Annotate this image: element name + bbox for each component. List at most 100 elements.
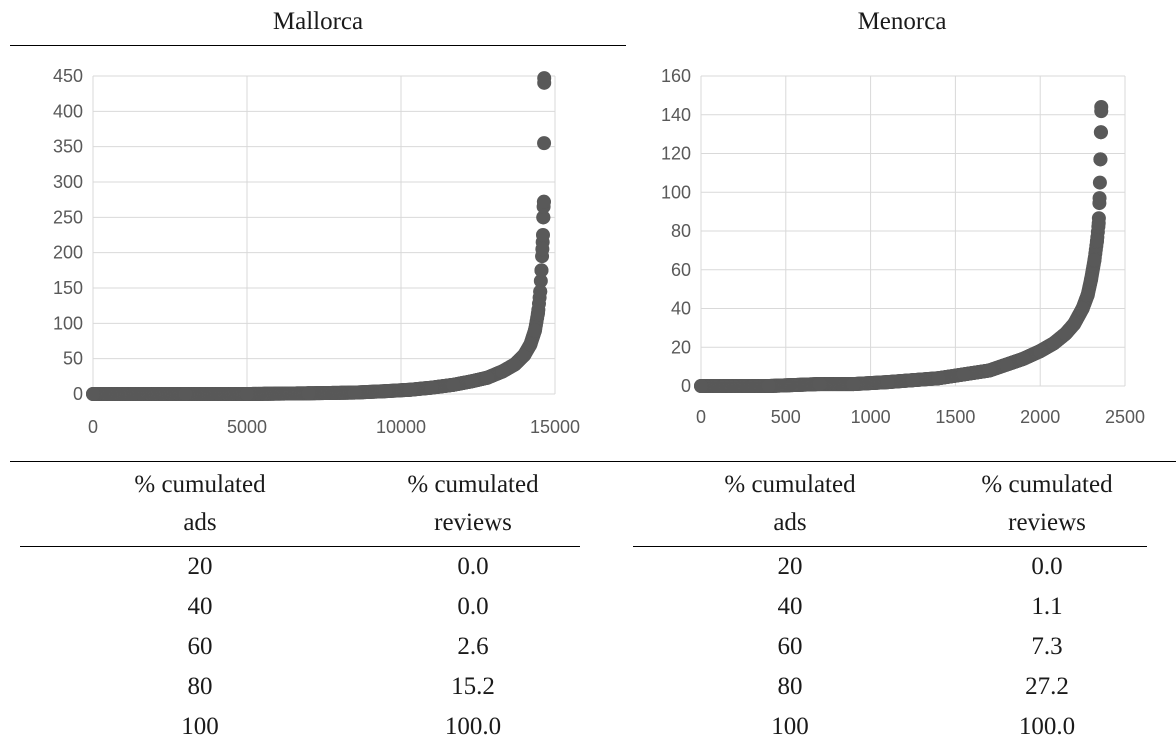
data-point xyxy=(1092,191,1107,206)
data-point xyxy=(523,337,538,352)
data-point xyxy=(527,323,542,338)
data-point xyxy=(761,379,776,393)
data-point xyxy=(240,387,254,401)
y-tick-label: 200 xyxy=(53,243,83,263)
table-cell: 100 xyxy=(181,713,219,740)
y-tick-label: 450 xyxy=(53,66,83,86)
x-tick-label: 0 xyxy=(88,417,98,437)
table-cell: 0.0 xyxy=(457,553,489,580)
data-point xyxy=(534,263,549,278)
y-tick-label: 100 xyxy=(661,182,691,202)
table-header: reviews xyxy=(434,509,512,536)
data-point xyxy=(1093,125,1108,140)
data-point xyxy=(178,387,193,401)
data-point xyxy=(378,384,393,399)
data-point xyxy=(1092,175,1107,190)
y-tick-label: 120 xyxy=(661,144,691,164)
x-tick-label: 500 xyxy=(771,407,801,427)
data-point xyxy=(1087,253,1102,268)
x-tick-label: 1000 xyxy=(851,407,891,427)
data-point xyxy=(1091,216,1106,231)
table-header: reviews xyxy=(1008,509,1086,536)
x-tick-label: 5000 xyxy=(227,417,267,437)
table-header: ads xyxy=(773,509,807,536)
title-rule-left xyxy=(10,45,626,46)
data-point xyxy=(1084,272,1099,287)
series-points xyxy=(86,71,552,401)
table-top-rule xyxy=(10,461,1176,462)
data-point xyxy=(537,75,552,90)
data-point xyxy=(535,242,550,257)
data-point xyxy=(1090,233,1105,248)
data-point xyxy=(694,379,708,393)
panel-title-mallorca: Mallorca xyxy=(272,8,364,35)
table-cell: 2.6 xyxy=(457,633,489,660)
data-point xyxy=(1033,344,1048,359)
table-cell: 100.0 xyxy=(444,713,502,740)
table-header: % cumulated xyxy=(134,471,266,498)
y-tick-label: 100 xyxy=(53,313,83,333)
y-tick-label: 400 xyxy=(53,101,83,121)
data-point xyxy=(464,374,479,389)
x-tick-label: 10000 xyxy=(376,417,426,437)
data-point xyxy=(535,228,550,242)
data-point xyxy=(347,385,362,400)
data-point xyxy=(86,387,100,401)
y-tick-label: 20 xyxy=(671,337,691,357)
data-point xyxy=(999,357,1014,372)
scatter-chart-menorca: 0 20 40 60 80 100 120 140 160 0 500 1000 1500 2000 250… xyxy=(661,66,1145,427)
y-tick-label: 0 xyxy=(681,376,691,396)
table-cell: 100 xyxy=(771,713,809,740)
x-tick-label: 2000 xyxy=(1020,407,1060,427)
table-cell: 100.0 xyxy=(1018,713,1076,740)
y-tick-label: 0 xyxy=(73,384,83,404)
data-point xyxy=(480,370,495,385)
data-point xyxy=(846,377,861,392)
data-point xyxy=(880,375,895,390)
table-header: % cumulated xyxy=(724,471,856,498)
table-cell: 27.2 xyxy=(1025,673,1069,700)
table-header: % cumulated xyxy=(981,471,1113,498)
data-point xyxy=(537,136,552,151)
x-tick-label: 15000 xyxy=(530,417,580,437)
data-point xyxy=(446,377,461,392)
y-tick-label: 40 xyxy=(671,299,691,319)
data-point xyxy=(956,367,971,382)
data-point xyxy=(403,382,418,397)
data-point xyxy=(507,357,522,372)
y-tick-label: 80 xyxy=(671,221,691,241)
table-cell: 40 xyxy=(187,593,213,620)
header-rule-right xyxy=(633,546,1147,547)
data-point xyxy=(495,364,510,379)
y-tick-label: 140 xyxy=(661,105,691,125)
table-header: % cumulated xyxy=(407,471,539,498)
data-point xyxy=(1067,317,1082,331)
scatter-chart-mallorca: 0 50 100 150 200 250 300 350 400 450 0 5000 10000 150… xyxy=(53,66,580,437)
data-point xyxy=(301,386,316,401)
data-point xyxy=(812,377,827,392)
data-point xyxy=(536,194,551,209)
table-cell: 40 xyxy=(777,593,803,620)
table-cell: 20 xyxy=(187,553,213,580)
data-point xyxy=(531,305,546,320)
table-cell: 80 xyxy=(777,673,803,700)
y-tick-label: 50 xyxy=(63,349,83,369)
table-cell: 7.3 xyxy=(1031,633,1063,660)
x-tick-label: 0 xyxy=(696,407,706,427)
data-point xyxy=(424,380,439,395)
table-cell: 60 xyxy=(777,633,803,660)
table-cell: 60 xyxy=(187,633,213,660)
y-tick-label: 300 xyxy=(53,172,83,192)
table-cell: 1.1 xyxy=(1031,593,1063,620)
data-point xyxy=(1046,336,1061,351)
table-cell: 20 xyxy=(777,553,803,580)
y-tick-label: 250 xyxy=(53,207,83,227)
data-point xyxy=(1093,152,1108,167)
data-point xyxy=(533,273,548,288)
data-point xyxy=(1075,301,1090,316)
table-cell: 80 xyxy=(187,673,213,700)
x-tick-label: 1500 xyxy=(935,407,975,427)
y-tick-label: 350 xyxy=(53,137,83,157)
data-point xyxy=(517,348,532,363)
data-point xyxy=(1080,287,1095,302)
